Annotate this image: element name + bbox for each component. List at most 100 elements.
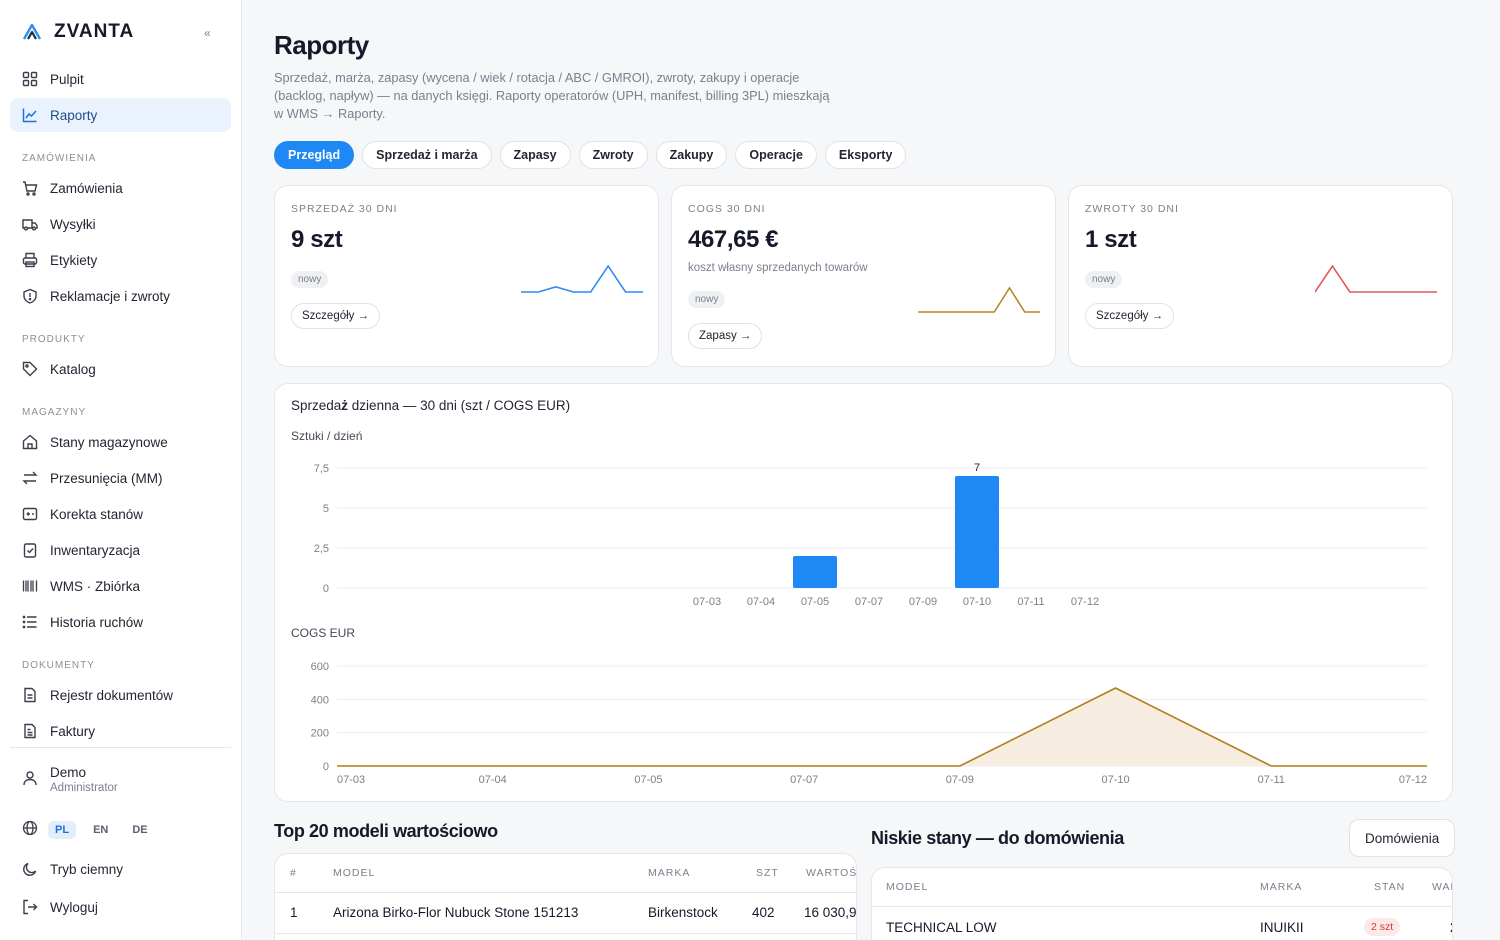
status-badge: nowy	[291, 271, 329, 288]
details-button[interactable]: Szczegóły →	[291, 303, 381, 329]
sidebar-item-pulpit[interactable]: Pulpit	[10, 62, 231, 96]
x-tick-label: 07-11	[1017, 596, 1044, 608]
column-header: MODEL	[333, 867, 376, 879]
header-divider	[275, 892, 856, 893]
collapse-sidebar-button[interactable]: «	[204, 26, 211, 40]
home-icon	[22, 434, 38, 450]
sidebar-item-label: WMS · Zbiórka	[50, 578, 141, 594]
adjust-icon	[22, 506, 38, 522]
moon-icon	[22, 861, 38, 877]
cogs-area-chart: 0 200 400 600 07-03 07-04 07-05 07-07 07-09 07-10…	[311, 661, 1427, 786]
logout-label: Wyloguj	[50, 899, 98, 915]
report-tabs: Przegląd Sprzedaż i marża Zapasy Zwroty …	[274, 141, 907, 169]
dark-mode-toggle[interactable]: Tryb ciemny	[10, 852, 231, 886]
bar-data-label: 7	[974, 462, 980, 474]
transfer-icon	[22, 470, 38, 486]
x-tick-label: 07-09	[946, 774, 974, 786]
x-tick-label: 07-07	[790, 774, 818, 786]
language-en[interactable]: EN	[93, 823, 109, 836]
sidebar-item-label: Inwentaryzacja	[50, 542, 141, 558]
tag-icon	[22, 361, 38, 377]
user-name: Demo	[50, 765, 87, 780]
details-button[interactable]: Szczegóły →	[1085, 303, 1175, 329]
x-tick-label: 07-12	[1071, 596, 1099, 608]
low-stock-table: MODEL MARKA STAN WAR TECHNICAL LOW INUIK…	[871, 867, 1453, 940]
sidebar-item-katalog[interactable]: Katalog	[10, 352, 231, 386]
language-pl[interactable]: PL	[48, 820, 77, 839]
section-label-magazyny: MAGAZYNY	[22, 407, 87, 418]
brand-logo-icon	[22, 23, 42, 41]
column-header: STAN	[1374, 881, 1406, 893]
row-value: 2	[1450, 920, 1452, 935]
sidebar-item-wms[interactable]: WMS · Zbiórka	[10, 569, 231, 603]
truck-icon	[22, 216, 38, 232]
y-tick-label: 200	[311, 728, 329, 740]
row-model: TECHNICAL LOW	[886, 920, 997, 935]
sidebar-item-reklamacje[interactable]: Reklamacje i zwroty	[10, 279, 231, 313]
y-tick-label: 0	[323, 761, 329, 773]
column-header: MARKA	[648, 867, 691, 879]
tab-operacje[interactable]: Operacje	[735, 141, 817, 169]
sidebar-item-inwentaryzacja[interactable]: Inwentaryzacja	[10, 533, 231, 567]
cogs-chart-label: COGS EUR	[291, 626, 356, 640]
language-de[interactable]: DE	[132, 823, 148, 836]
sidebar-item-label: Rejestr dokumentów	[50, 687, 174, 703]
sidebar-item-historia[interactable]: Historia ruchów	[10, 605, 231, 639]
bar[interactable]	[793, 556, 837, 588]
status-badge: nowy	[1085, 271, 1123, 288]
tab-zapasy[interactable]: Zapasy	[499, 141, 571, 169]
sparkline-path	[918, 286, 1040, 313]
stock-badge: 2 szt	[1364, 918, 1401, 936]
row-rank: 1	[290, 905, 298, 920]
column-header: WARTOŚĆ	[806, 867, 857, 879]
status-badge: nowy	[688, 291, 726, 308]
tab-eksporty[interactable]: Eksporty	[824, 141, 907, 169]
column-header: WAR	[1432, 881, 1452, 893]
sidebar-item-zamowienia[interactable]: Zamówienia	[10, 171, 231, 205]
x-tick-label: 07-10	[963, 596, 991, 608]
logout-button[interactable]: Wyloguj	[10, 890, 231, 924]
reorders-button[interactable]: Domówienia	[1349, 819, 1456, 857]
sidebar-item-etykiety[interactable]: Etykiety	[10, 243, 231, 277]
user-profile[interactable]: Demo Administrator	[22, 765, 118, 794]
globe-icon	[22, 820, 38, 839]
header-divider	[872, 906, 1452, 907]
sparkline-path	[521, 264, 643, 293]
sidebar-item-faktury[interactable]: Faktury	[10, 714, 231, 748]
kpi-value: 467,65 €	[688, 226, 779, 253]
tab-zwroty[interactable]: Zwroty	[578, 141, 648, 169]
x-tick-label: 07-11	[1258, 774, 1285, 786]
sidebar-item-przesuniecia[interactable]: Przesunięcia (MM)	[10, 461, 231, 495]
x-tick-label: 07-04	[747, 596, 775, 608]
page-description: Sprzedaż, marża, zapasy (wycena / wiek /…	[274, 70, 830, 121]
tab-sprzedaz[interactable]: Sprzedaż i marża	[362, 141, 492, 169]
brand[interactable]: ZVANTA	[22, 20, 134, 44]
bar[interactable]	[955, 476, 999, 588]
sidebar: ZVANTA « Pulpit Raporty ZAMÓWIENIA Zamów…	[0, 0, 242, 940]
x-tick-label: 07-12	[1399, 774, 1427, 786]
tab-przeglad[interactable]: Przegląd	[274, 141, 355, 169]
shield-icon	[22, 288, 38, 304]
section-label-dokumenty: DOKUMENTY	[22, 660, 95, 671]
kpi-card-sales: SPRZEDAŻ 30 DNI 9 szt nowy Szczegóły →	[274, 185, 659, 367]
tab-zakupy[interactable]: Zakupy	[655, 141, 728, 169]
kpi-subtitle: koszt własny sprzedanych towarów	[688, 262, 868, 274]
invoice-icon	[22, 723, 38, 739]
sidebar-item-raporty[interactable]: Raporty	[10, 98, 231, 132]
barcode-icon	[22, 578, 38, 594]
sidebar-item-rejestr[interactable]: Rejestr dokumentów	[10, 678, 231, 712]
sidebar-item-korekta[interactable]: Korekta stanów	[10, 497, 231, 531]
top-models-table: # MODEL MARKA SZT WARTOŚĆ 1 Arizona Birk…	[274, 853, 857, 940]
y-tick-label: 0	[323, 583, 329, 595]
inventory-button[interactable]: Zapasy →	[688, 323, 763, 349]
clipboard-check-icon	[22, 542, 38, 558]
y-tick-label: 400	[311, 694, 329, 706]
sidebar-item-label: Przesunięcia (MM)	[50, 470, 163, 486]
row-divider	[275, 933, 856, 934]
row-brand: INUIKII	[1260, 920, 1304, 935]
kpi-value: 9 szt	[291, 226, 343, 253]
sidebar-item-stany[interactable]: Stany magazynowe	[10, 425, 231, 459]
sidebar-item-wysylki[interactable]: Wysyłki	[10, 207, 231, 241]
row-model: Arizona Birko-Flor Nubuck Stone 151213	[333, 905, 579, 920]
sidebar-item-label: Reklamacje i zwroty	[50, 288, 171, 304]
